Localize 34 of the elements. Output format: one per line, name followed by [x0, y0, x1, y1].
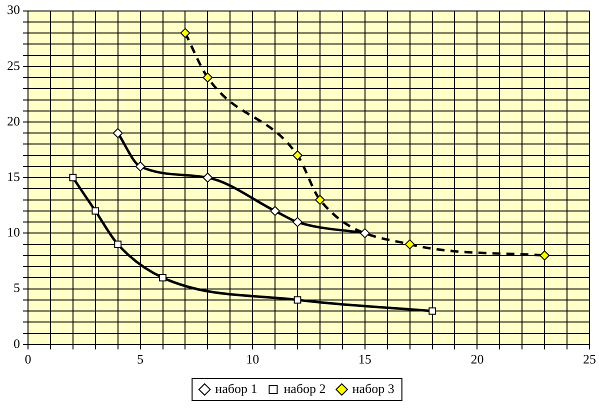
- point: [202, 172, 213, 183]
- point: [428, 307, 436, 315]
- y-tick-label: 15: [7, 169, 20, 184]
- point: [292, 150, 303, 160]
- x-tick-label: 20: [470, 352, 484, 367]
- point: [180, 28, 190, 38]
- legend-label: набор 2: [284, 380, 326, 396]
- x-tick-label: 10: [246, 352, 260, 367]
- x-tick-label: 15: [358, 352, 372, 367]
- y-tick-label: 5: [14, 280, 20, 296]
- point: [114, 240, 122, 248]
- y-tick-label: 25: [7, 58, 20, 73]
- legend-label: набор 3: [352, 380, 394, 396]
- x-tick-label: 0: [24, 352, 32, 367]
- x-tick-label: 25: [583, 352, 596, 367]
- point: [112, 128, 123, 138]
- point: [360, 228, 370, 238]
- point: [540, 250, 550, 260]
- point: [69, 174, 77, 182]
- y-tick-label: 0: [14, 336, 20, 351]
- y-tick-label: 10: [7, 224, 20, 240]
- y-tick-label: 20: [7, 113, 20, 128]
- point: [404, 239, 415, 250]
- legend-label: набор 1: [215, 380, 258, 396]
- y-tick-label: 30: [7, 2, 20, 18]
- point: [159, 274, 166, 282]
- point: [292, 217, 303, 228]
- point: [270, 206, 280, 216]
- point: [202, 72, 213, 83]
- x-tick-label: 5: [137, 352, 144, 367]
- point: [294, 296, 302, 304]
- point: [92, 207, 100, 215]
- point: [135, 161, 146, 172]
- point: [314, 194, 325, 205]
